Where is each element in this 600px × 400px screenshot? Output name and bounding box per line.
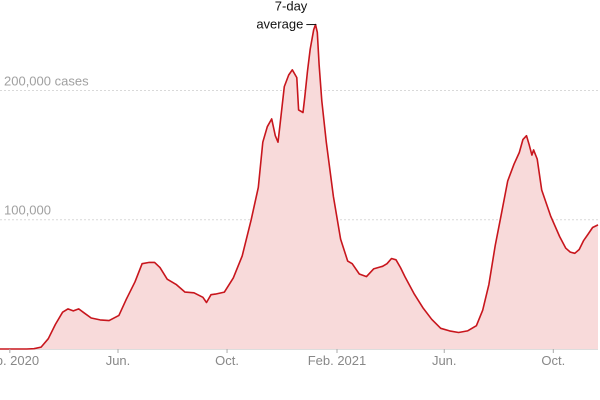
series-area: [0, 24, 598, 349]
x-tick-label: Feb. 2021: [308, 353, 367, 368]
seven-day-average-annotation: 7-day average: [256, 0, 317, 32]
series-line: [0, 23, 599, 350]
x-tick-label: Jun.: [106, 353, 131, 368]
x-tick-label: Jun.: [432, 353, 457, 368]
x-tick-label: Oct.: [215, 353, 239, 368]
annotation-label-line1: 7-day: [275, 0, 308, 14]
y-axis-labels: 100,000 200,000 cases: [4, 73, 89, 217]
x-axis-labels: Feb. 2020 Jun. Oct. Feb. 2021 Jun. Oct.: [0, 349, 565, 368]
x-tick-label: Oct.: [541, 353, 565, 368]
y-tick-label: 100,000: [4, 203, 51, 218]
y-tick-label: 200,000 cases: [4, 73, 89, 88]
x-tick-label: Feb. 2020: [0, 353, 39, 368]
annotation-label-line2: average: [256, 17, 303, 32]
